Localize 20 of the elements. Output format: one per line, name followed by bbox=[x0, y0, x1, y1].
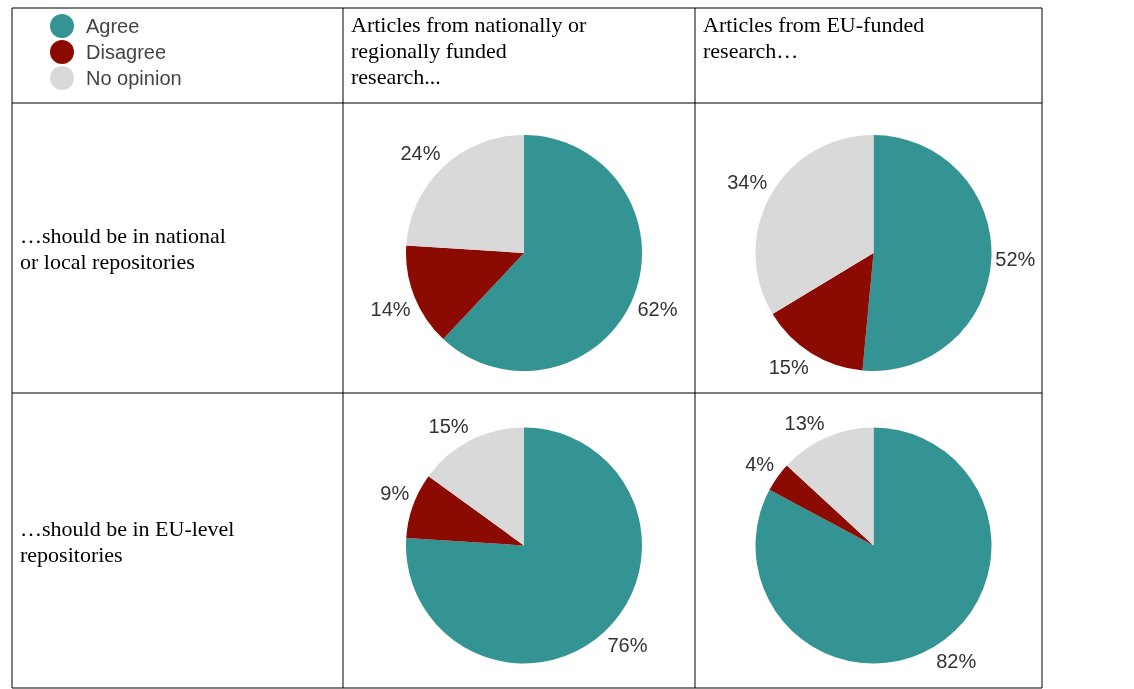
data-label: 62% bbox=[637, 297, 678, 320]
pie-slice bbox=[862, 135, 992, 371]
data-label: 52% bbox=[995, 247, 1036, 270]
text: Articles from nationally or regionally funded research... bbox=[351, 12, 587, 89]
legend-label: No opinion bbox=[86, 67, 182, 89]
data-label: 24% bbox=[400, 142, 441, 165]
data-label: 15% bbox=[428, 414, 469, 437]
text: …should be in national or local repositories bbox=[20, 223, 226, 274]
data-label: 9% bbox=[380, 482, 410, 505]
data-label: 15% bbox=[768, 356, 809, 379]
data-label: 76% bbox=[607, 634, 648, 657]
data-label: 13% bbox=[784, 411, 825, 434]
data-label: 4% bbox=[745, 452, 775, 475]
text: …should be in EU-level repositories bbox=[20, 515, 235, 567]
legend-label: Disagree bbox=[86, 41, 167, 63]
data-label: 82% bbox=[936, 650, 977, 673]
data-label: 34% bbox=[727, 171, 768, 194]
data-label: 14% bbox=[370, 297, 411, 320]
chart-title: Articles from EU-funded research… bbox=[703, 12, 925, 63]
legend-label: Agree bbox=[86, 15, 140, 37]
